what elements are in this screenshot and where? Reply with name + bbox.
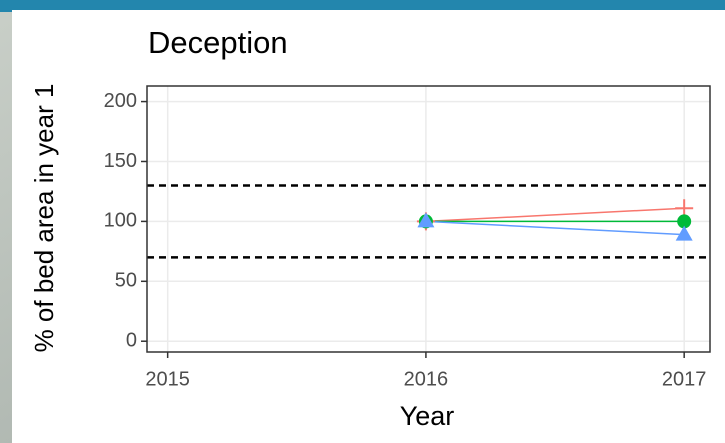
panel: [12, 10, 725, 443]
series-line: [425, 220, 685, 236]
y-tick-label: 100: [104, 210, 137, 232]
series-line: [425, 207, 685, 223]
chart-title: Deception: [148, 25, 288, 60]
y-tick-label: 50: [115, 270, 137, 292]
point: [675, 225, 693, 241]
x-tick-label: 2016: [404, 368, 449, 390]
top-band: [0, 0, 725, 12]
point: [675, 199, 694, 218]
x-tick-label: 2017: [662, 368, 707, 390]
y-tick-label: 0: [126, 329, 137, 351]
plot-frame: [146, 85, 711, 353]
point: [677, 214, 692, 229]
x-tick-label: 2015: [145, 368, 190, 390]
point: [417, 212, 435, 228]
y-axis-label: % of bed area in year 1: [29, 84, 59, 353]
y-tick-label: 200: [104, 90, 137, 112]
x-axis-label: Year: [400, 401, 455, 431]
y-tick-label: 150: [104, 150, 137, 172]
